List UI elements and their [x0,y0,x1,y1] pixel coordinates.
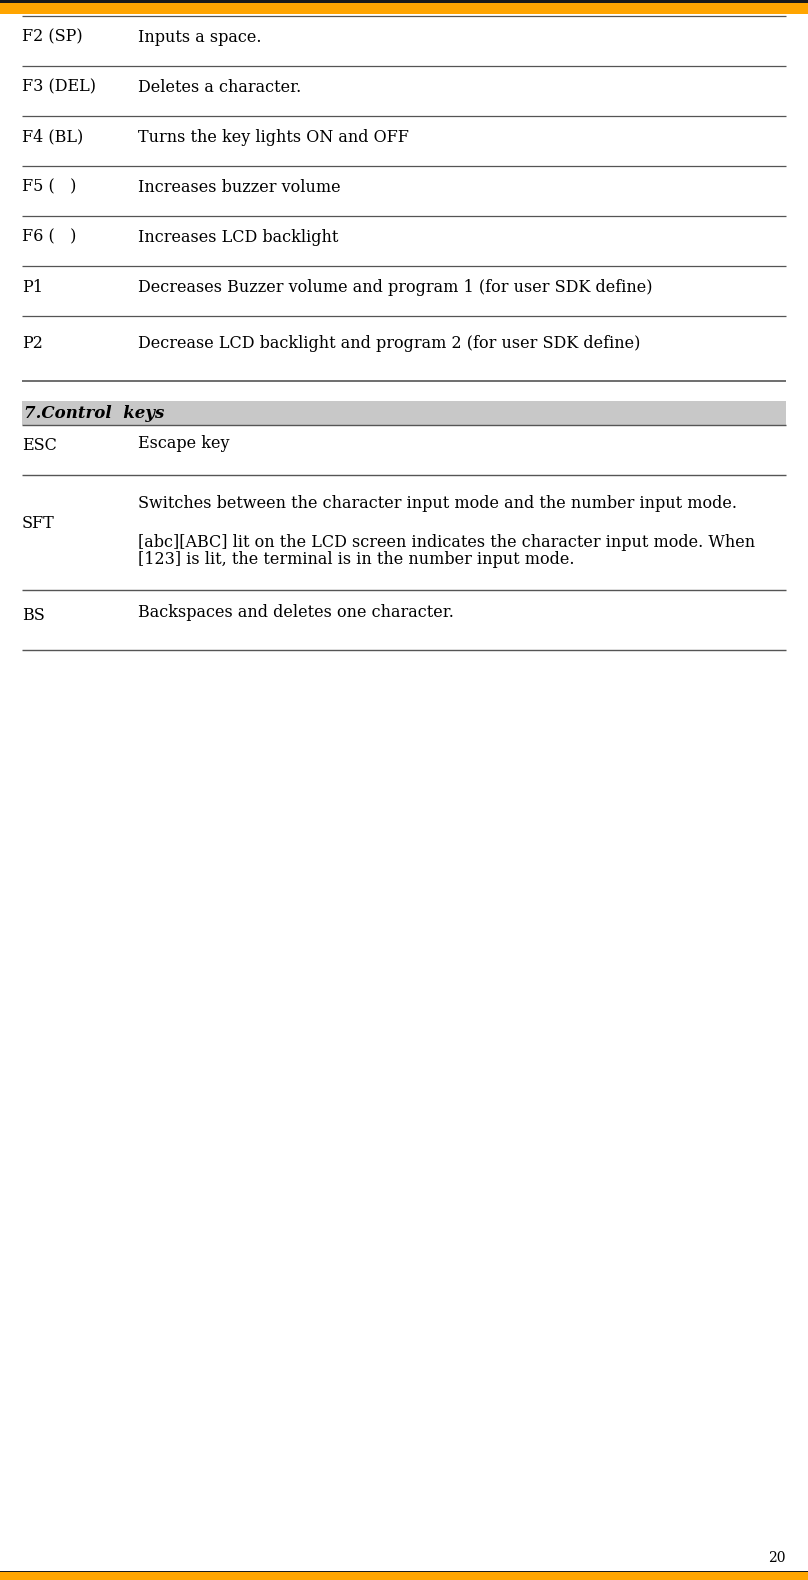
Text: Decreases Buzzer volume and program 1 (for user SDK define): Decreases Buzzer volume and program 1 (f… [138,278,653,295]
Text: 20: 20 [768,1552,786,1566]
Text: [abc][ABC] lit on the LCD screen indicates the character input mode. When: [abc][ABC] lit on the LCD screen indicat… [138,534,755,551]
Text: Increases buzzer volume: Increases buzzer volume [138,179,341,196]
Text: SFT: SFT [22,515,55,532]
Text: Backspaces and deletes one character.: Backspaces and deletes one character. [138,604,454,621]
Bar [0,0,808,3]
Text: F4 (BL): F4 (BL) [22,128,83,145]
Text: BS: BS [22,607,44,624]
Text: Escape key: Escape key [138,436,229,452]
Text: ESC: ESC [22,438,57,455]
Text: P2: P2 [22,335,43,352]
Text: Turns the key lights ON and OFF: Turns the key lights ON and OFF [138,128,409,145]
Text: P1: P1 [22,278,43,295]
Text: Switches between the character input mode and the number input mode.: Switches between the character input mod… [138,495,737,512]
Text: F6 (   ): F6 ( ) [22,229,77,245]
Text: 7.Control  keys: 7.Control keys [24,404,164,422]
Bar [0,1572,808,1580]
Text: F3 (DEL): F3 (DEL) [22,79,96,95]
Text: Increases LCD backlight: Increases LCD backlight [138,229,339,245]
Text: Inputs a space.: Inputs a space. [138,28,262,46]
Text: Deletes a character.: Deletes a character. [138,79,301,95]
Bar [0,3,808,14]
Text: [123] is lit, the terminal is in the number input mode.: [123] is lit, the terminal is in the num… [138,551,574,569]
Text: Decrease LCD backlight and program 2 (for user SDK define): Decrease LCD backlight and program 2 (fo… [138,335,641,352]
Bar [22,401,786,425]
Text: F5 (   ): F5 ( ) [22,179,77,196]
Text: F2 (SP): F2 (SP) [22,28,82,46]
